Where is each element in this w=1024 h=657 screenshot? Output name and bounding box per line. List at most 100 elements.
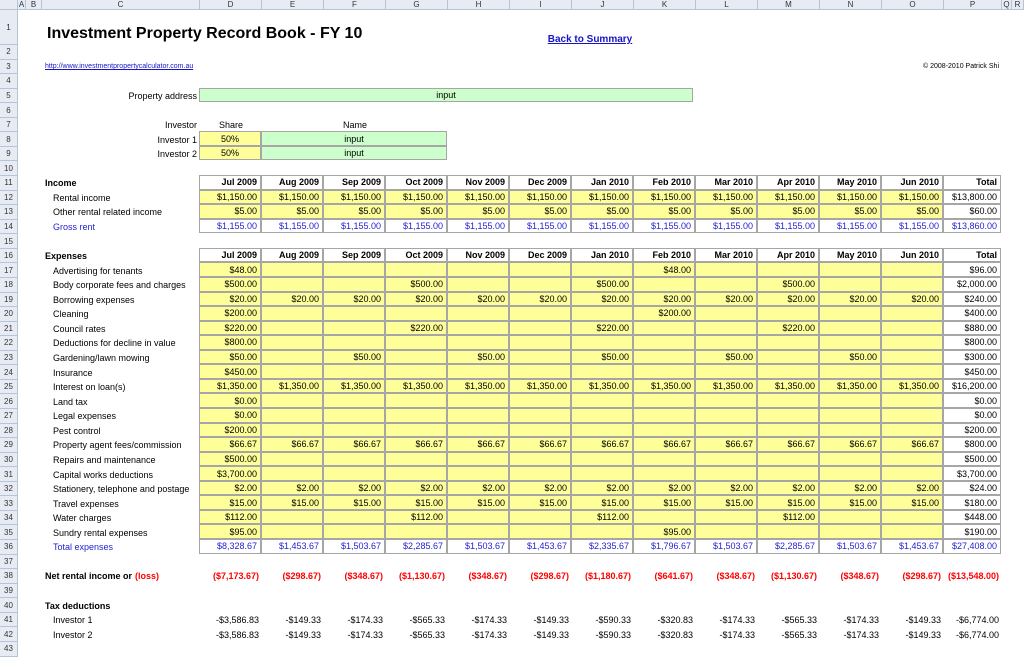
expense-value <box>323 393 385 408</box>
expense-value <box>571 393 633 408</box>
expense-value <box>571 423 633 438</box>
net-value: ($1,130.67) <box>758 569 820 584</box>
expense-value: $1,350.00 <box>261 379 323 394</box>
month-header: Jun 2010 <box>881 248 943 263</box>
expense-value <box>571 335 633 350</box>
expense-value <box>261 524 323 539</box>
total-expenses: $1,503.67 <box>323 539 385 554</box>
month-header: Nov 2009 <box>447 175 509 190</box>
income-value: $5.00 <box>633 204 695 219</box>
expense-value: $0.00 <box>199 408 261 423</box>
expense-value: $2.00 <box>633 481 695 496</box>
expense-value: $2.00 <box>323 481 385 496</box>
row-header: 41 <box>0 613 18 628</box>
expense-value: $450.00 <box>943 364 1001 379</box>
expense-value <box>819 262 881 277</box>
row-label: Deductions for decline in value <box>50 336 200 351</box>
expense-value <box>509 335 571 350</box>
expense-value: $112.00 <box>385 510 447 525</box>
expense-value <box>757 306 819 321</box>
row-label: Gross rent <box>50 220 200 235</box>
investor-label: Investor 1 <box>42 132 200 147</box>
expense-value <box>447 393 509 408</box>
expense-value <box>385 408 447 423</box>
total-expenses: $2,285.67 <box>385 539 447 554</box>
tax-value: -$3,586.83 <box>200 627 262 642</box>
month-header: Aug 2009 <box>261 175 323 190</box>
row-header: 40 <box>0 598 18 613</box>
column-header: D <box>200 0 262 10</box>
income-value: $5.00 <box>447 204 509 219</box>
expense-value: $20.00 <box>695 292 757 307</box>
expense-value <box>385 524 447 539</box>
expense-value: $66.67 <box>261 437 323 452</box>
expense-value <box>819 306 881 321</box>
month-header: Apr 2010 <box>757 175 819 190</box>
expense-value <box>757 393 819 408</box>
column-header: J <box>572 0 634 10</box>
income-value: $5.00 <box>695 204 757 219</box>
expense-value: $16,200.00 <box>943 379 1001 394</box>
expense-value: $66.67 <box>385 437 447 452</box>
expense-value <box>261 466 323 481</box>
expense-value: $20.00 <box>819 292 881 307</box>
income-value: $1,150.00 <box>509 190 571 205</box>
row-label: Body corporate fees and charges <box>50 278 200 293</box>
expense-value <box>881 466 943 481</box>
expense-value: $500.00 <box>385 277 447 292</box>
expense-value <box>447 364 509 379</box>
tax-value: -$149.33 <box>262 627 324 642</box>
expense-value <box>385 452 447 467</box>
expense-value: $1,350.00 <box>447 379 509 394</box>
expense-value: $220.00 <box>757 321 819 336</box>
section-title: Expenses <box>42 249 200 264</box>
expense-value: $500.00 <box>757 277 819 292</box>
expense-value: $200.00 <box>199 423 261 438</box>
tax-value: -$590.33 <box>572 613 634 628</box>
expense-value: $15.00 <box>757 495 819 510</box>
share-input: 50% <box>199 146 261 161</box>
net-value: ($348.67) <box>324 569 386 584</box>
expense-value <box>323 306 385 321</box>
row-header: 43 <box>0 642 18 657</box>
tax-value: -$149.33 <box>510 613 572 628</box>
expense-value: $20.00 <box>385 292 447 307</box>
row-header: 29 <box>0 438 18 453</box>
tax-value: -$565.33 <box>386 613 448 628</box>
back-link[interactable]: Back to Summary <box>520 10 660 45</box>
net-value: ($348.67) <box>820 569 882 584</box>
section-title: Income <box>42 176 200 191</box>
total-expenses: $1,503.67 <box>695 539 757 554</box>
expense-value <box>819 321 881 336</box>
name-input: input <box>261 131 447 146</box>
expense-value: $3,700.00 <box>199 466 261 481</box>
expense-value <box>323 423 385 438</box>
net-value: ($641.67) <box>634 569 696 584</box>
row-header: 22 <box>0 336 18 351</box>
expense-value <box>323 466 385 481</box>
expense-value <box>261 408 323 423</box>
row-label: Capital works deductions <box>50 467 200 482</box>
expense-value <box>509 393 571 408</box>
expense-value <box>571 408 633 423</box>
expense-value: $66.67 <box>447 437 509 452</box>
row-label: Interest on loan(s) <box>50 380 200 395</box>
expense-value <box>509 408 571 423</box>
row-header: 1 <box>0 10 18 45</box>
total-expenses: $2,285.67 <box>757 539 819 554</box>
expense-value <box>757 524 819 539</box>
expense-value: $500.00 <box>943 452 1001 467</box>
expense-value: $66.67 <box>571 437 633 452</box>
income-value: $1,150.00 <box>819 190 881 205</box>
column-header: N <box>820 0 882 10</box>
expense-value <box>633 277 695 292</box>
website-link[interactable]: http://www.investmentpropertycalculator.… <box>42 60 242 75</box>
row-header: 31 <box>0 467 18 482</box>
row-header: 7 <box>0 118 18 133</box>
expense-value: $2.00 <box>261 481 323 496</box>
row-header: 32 <box>0 482 18 497</box>
expense-value <box>757 350 819 365</box>
row-header: 38 <box>0 569 18 584</box>
column-header: R <box>1012 0 1024 10</box>
expense-value <box>447 524 509 539</box>
